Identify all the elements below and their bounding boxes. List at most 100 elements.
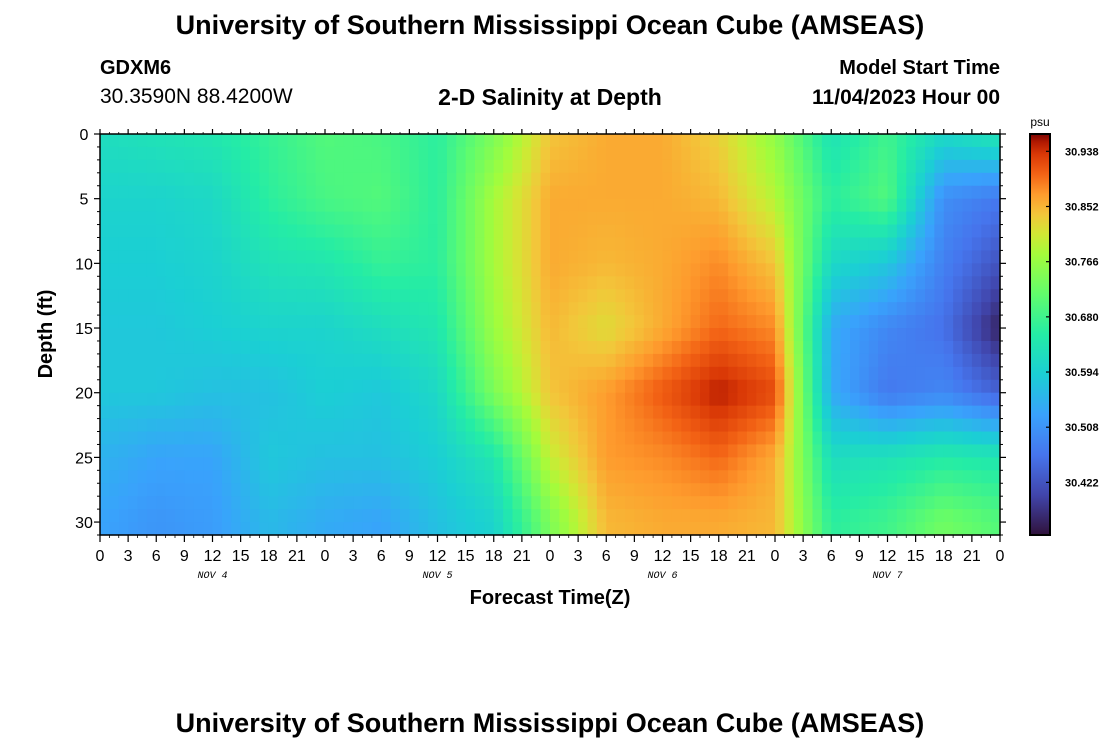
heatmap-cell bbox=[540, 340, 551, 355]
heatmap-cell bbox=[456, 340, 467, 355]
heatmap-cell bbox=[165, 224, 176, 239]
heatmap-cell bbox=[193, 392, 204, 407]
heatmap-cell bbox=[728, 302, 739, 316]
heatmap-cell bbox=[343, 379, 354, 394]
heatmap-cell bbox=[671, 185, 682, 200]
heatmap-cell bbox=[268, 340, 279, 355]
heatmap-cell bbox=[812, 431, 823, 446]
heatmap-cell bbox=[878, 392, 889, 407]
heatmap-cell bbox=[906, 224, 917, 239]
heatmap-cell bbox=[484, 172, 495, 187]
heatmap-cell bbox=[653, 483, 664, 497]
heatmap-cell bbox=[503, 405, 514, 420]
heatmap-cell bbox=[503, 418, 514, 433]
heatmap-cell bbox=[109, 379, 120, 394]
heatmap-cell bbox=[765, 211, 776, 226]
heatmap-cell bbox=[156, 470, 167, 484]
heatmap-cell bbox=[540, 315, 551, 329]
heatmap-cell bbox=[690, 172, 701, 187]
heatmap-cell bbox=[221, 263, 232, 277]
heatmap-cell bbox=[390, 418, 401, 433]
heatmap-cell bbox=[643, 483, 654, 497]
heatmap-cell bbox=[850, 392, 860, 407]
heatmap-cell bbox=[446, 134, 457, 148]
heatmap-cell bbox=[484, 146, 495, 161]
heatmap-cell bbox=[700, 289, 710, 303]
heatmap-cell bbox=[625, 444, 635, 458]
heatmap-cell bbox=[418, 496, 429, 510]
heatmap-cell bbox=[728, 509, 739, 523]
heatmap-cell bbox=[850, 366, 860, 381]
heatmap-cell bbox=[521, 172, 532, 187]
heatmap-cell bbox=[596, 405, 607, 420]
heatmap-cell bbox=[465, 496, 476, 510]
heatmap-cell bbox=[231, 366, 242, 381]
heatmap-cell bbox=[681, 134, 692, 148]
heatmap-cell bbox=[240, 263, 251, 277]
heatmap-cell bbox=[765, 392, 776, 407]
heatmap-cell bbox=[662, 185, 673, 200]
heatmap-cell bbox=[512, 263, 523, 277]
heatmap-cell bbox=[934, 457, 945, 471]
heatmap-cell bbox=[681, 224, 692, 239]
heatmap-cell bbox=[578, 366, 589, 381]
heatmap-cell bbox=[296, 159, 307, 174]
heatmap-cell bbox=[643, 340, 654, 355]
heatmap-cell bbox=[859, 392, 870, 407]
heatmap-cell bbox=[671, 470, 682, 484]
heatmap-cell bbox=[906, 315, 917, 329]
heatmap-cell bbox=[203, 340, 214, 355]
heatmap-cell bbox=[887, 198, 898, 213]
heatmap-cell bbox=[981, 198, 992, 213]
heatmap-cell bbox=[709, 418, 720, 433]
heatmap-cell bbox=[343, 146, 354, 161]
x-tick-label: 9 bbox=[630, 548, 639, 565]
heatmap-cell bbox=[325, 405, 335, 420]
heatmap-cell bbox=[596, 250, 607, 264]
heatmap-cell bbox=[240, 457, 251, 471]
heatmap-cell bbox=[296, 418, 307, 433]
heatmap-cell bbox=[690, 315, 701, 329]
heatmap-cell bbox=[165, 444, 176, 458]
heatmap-cell bbox=[381, 250, 392, 264]
heatmap-cell bbox=[850, 509, 860, 523]
heatmap-cell bbox=[596, 224, 607, 239]
heatmap-cell bbox=[709, 302, 720, 316]
heatmap-cell bbox=[268, 522, 279, 536]
heatmap-cell bbox=[100, 522, 110, 536]
heatmap-cell bbox=[859, 405, 870, 420]
heatmap-cell bbox=[653, 198, 664, 213]
heatmap-cell bbox=[325, 418, 335, 433]
heatmap-cell bbox=[700, 366, 710, 381]
heatmap-cell bbox=[784, 146, 795, 161]
heatmap-cell bbox=[362, 457, 373, 471]
heatmap-cell bbox=[428, 263, 439, 277]
heatmap-cell bbox=[625, 431, 635, 446]
heatmap-cell bbox=[353, 211, 364, 226]
heatmap-cell bbox=[934, 289, 945, 303]
heatmap-cell bbox=[868, 522, 879, 536]
heatmap-cell bbox=[831, 224, 842, 239]
heatmap-cell bbox=[925, 146, 935, 161]
heatmap-cell bbox=[587, 263, 598, 277]
heatmap-cell bbox=[381, 379, 392, 394]
heatmap-cell bbox=[437, 405, 448, 420]
heatmap-cell bbox=[625, 198, 635, 213]
heatmap-cell bbox=[362, 340, 373, 355]
heatmap-cell bbox=[840, 522, 851, 536]
heatmap-cell bbox=[690, 392, 701, 407]
heatmap-cell bbox=[737, 483, 748, 497]
heatmap-cell bbox=[418, 263, 429, 277]
heatmap-cell bbox=[934, 444, 945, 458]
heatmap-cell bbox=[521, 522, 532, 536]
heatmap-cell bbox=[278, 457, 289, 471]
heatmap-cell bbox=[896, 496, 907, 510]
heatmap-cell bbox=[268, 509, 279, 523]
heatmap-cell bbox=[690, 198, 701, 213]
heatmap-cell bbox=[109, 315, 120, 329]
heatmap-cell bbox=[643, 431, 654, 446]
heatmap-cell bbox=[578, 237, 589, 252]
heatmap-cell bbox=[493, 315, 504, 329]
heatmap-cell bbox=[578, 353, 589, 368]
heatmap-cell bbox=[831, 457, 842, 471]
